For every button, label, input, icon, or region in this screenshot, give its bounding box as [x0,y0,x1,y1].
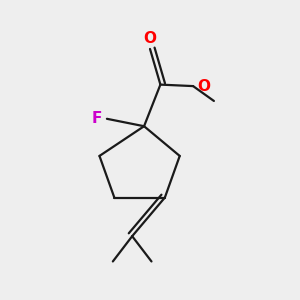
Text: O: O [198,79,211,94]
Text: F: F [92,111,102,126]
Text: O: O [143,31,157,46]
